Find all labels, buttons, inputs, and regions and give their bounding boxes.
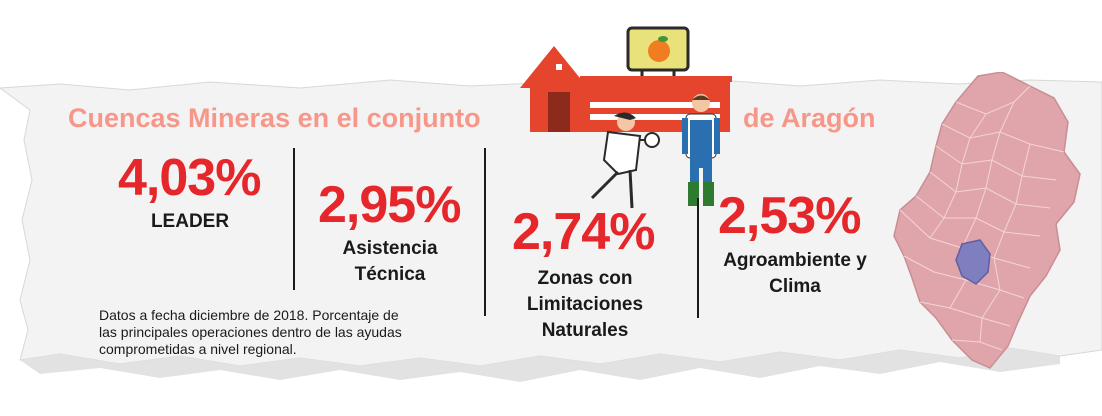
- stat-label-agroambiente: Agroambiente y Clima: [723, 250, 867, 297]
- aragon-map-icon: [893, 72, 1081, 369]
- farmer-icon: [682, 94, 720, 206]
- stat-value-zonas: 2,74%: [512, 203, 655, 261]
- stat-label-asistencia: Asistencia Técnica: [342, 238, 438, 285]
- stat-divider: [293, 148, 295, 290]
- stat-divider: [484, 148, 486, 316]
- scientist-icon: [590, 112, 660, 209]
- stat-value-asistencia: 2,95%: [318, 176, 461, 234]
- page-title-part-2: de Aragón: [743, 103, 876, 133]
- stat-divider: [697, 198, 699, 318]
- orange-sign-icon: [648, 36, 670, 62]
- stat-value-agroambiente: 2,53%: [718, 187, 861, 245]
- stat-label-zonas: Zonas con Limitaciones Naturales: [526, 268, 644, 341]
- stat-value-leader: 4,03%: [118, 149, 261, 207]
- page-title-part-1: Cuencas Mineras en el conjunto: [68, 103, 481, 133]
- stat-label-leader: LEADER: [150, 211, 230, 232]
- footnote: Datos a fecha diciembre de 2018. Porcent…: [99, 307, 402, 357]
